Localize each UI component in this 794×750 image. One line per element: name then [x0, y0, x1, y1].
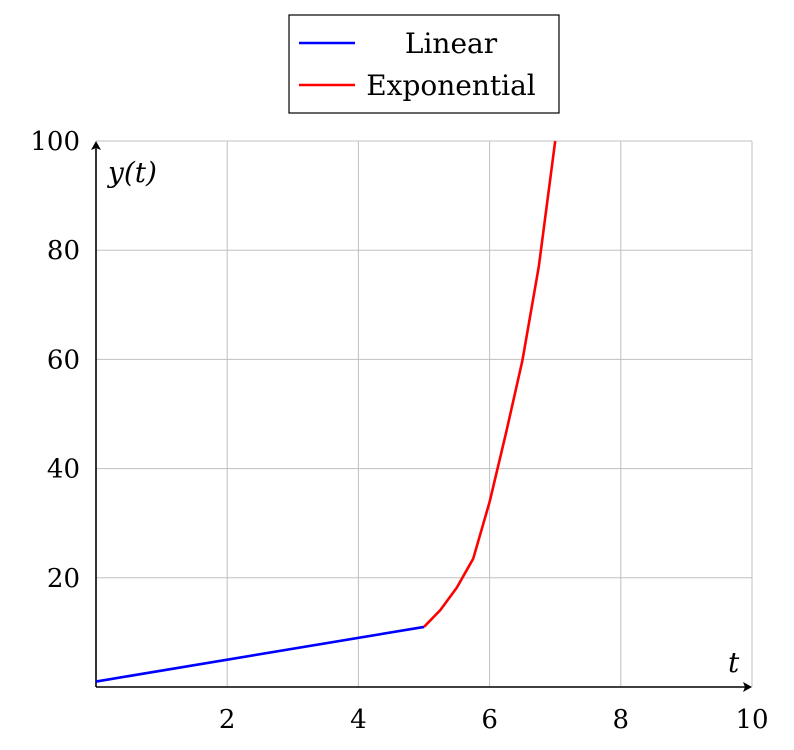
y-tick-label: 40 — [47, 455, 80, 485]
grid-lines — [96, 140, 753, 687]
y-axis-arrow-icon — [91, 141, 101, 150]
x-tick-label: 2 — [219, 705, 236, 735]
legend: Linear Exponential — [288, 14, 560, 114]
y-tick-label: 20 — [47, 564, 80, 594]
x-tick-label: 10 — [735, 705, 768, 735]
y-tick-label: 80 — [47, 236, 80, 266]
x-tick-label: 8 — [613, 705, 630, 735]
tick-labels: 2 4 6 8 10 20 40 60 80 100 — [30, 127, 768, 735]
y-tick-label: 100 — [30, 127, 80, 157]
legend-label-exponential: Exponential — [366, 69, 536, 102]
y-axis-label: y(t) — [106, 156, 157, 189]
series-line-exponential — [423, 140, 557, 628]
y-tick-label: 60 — [47, 345, 80, 375]
x-axis-label: t — [728, 646, 740, 679]
axes — [91, 141, 752, 692]
legend-box — [288, 14, 560, 114]
series-group — [95, 140, 557, 683]
legend-label-linear: Linear — [405, 27, 498, 60]
x-axis-arrow-icon — [743, 682, 752, 692]
x-tick-label: 4 — [350, 705, 367, 735]
x-tick-label: 6 — [481, 705, 498, 735]
series-line-linear — [95, 625, 425, 683]
